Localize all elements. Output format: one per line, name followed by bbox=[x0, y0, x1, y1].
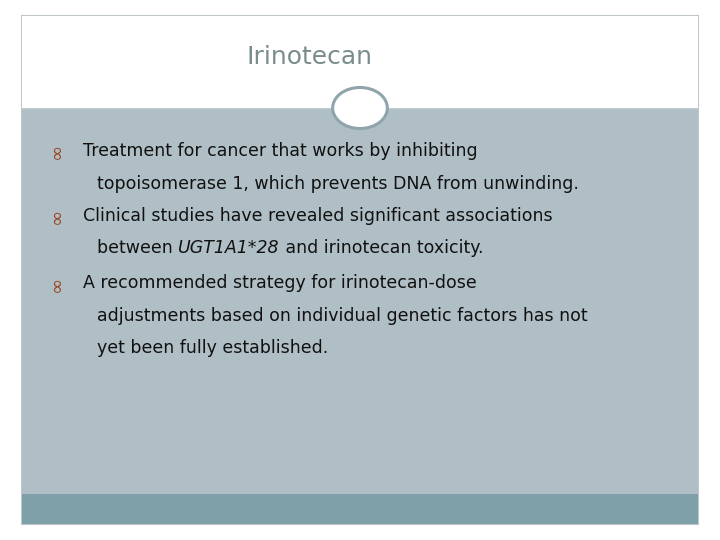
Text: and irinotecan toxicity.: and irinotecan toxicity. bbox=[280, 239, 483, 258]
Text: yet been fully established.: yet been fully established. bbox=[97, 339, 328, 357]
FancyBboxPatch shape bbox=[22, 108, 698, 494]
Text: Clinical studies have revealed significant associations: Clinical studies have revealed significa… bbox=[83, 207, 552, 225]
Text: Treatment for cancer that works by inhibiting: Treatment for cancer that works by inhib… bbox=[83, 142, 477, 160]
Text: UGT1A1*28: UGT1A1*28 bbox=[179, 239, 280, 258]
Text: A recommended strategy for irinotecan-dose: A recommended strategy for irinotecan-do… bbox=[83, 274, 477, 293]
Text: between: between bbox=[97, 239, 179, 258]
Text: topoisomerase 1, which prevents DNA from unwinding.: topoisomerase 1, which prevents DNA from… bbox=[97, 174, 579, 193]
Circle shape bbox=[333, 87, 387, 129]
Text: Irinotecan: Irinotecan bbox=[246, 45, 373, 69]
Text: ∞: ∞ bbox=[47, 275, 66, 292]
FancyBboxPatch shape bbox=[22, 16, 698, 108]
Text: ∞: ∞ bbox=[47, 208, 66, 224]
FancyBboxPatch shape bbox=[22, 494, 698, 524]
Text: ∞: ∞ bbox=[47, 143, 66, 159]
Text: adjustments based on individual genetic factors has not: adjustments based on individual genetic … bbox=[97, 307, 588, 325]
FancyBboxPatch shape bbox=[22, 16, 698, 524]
